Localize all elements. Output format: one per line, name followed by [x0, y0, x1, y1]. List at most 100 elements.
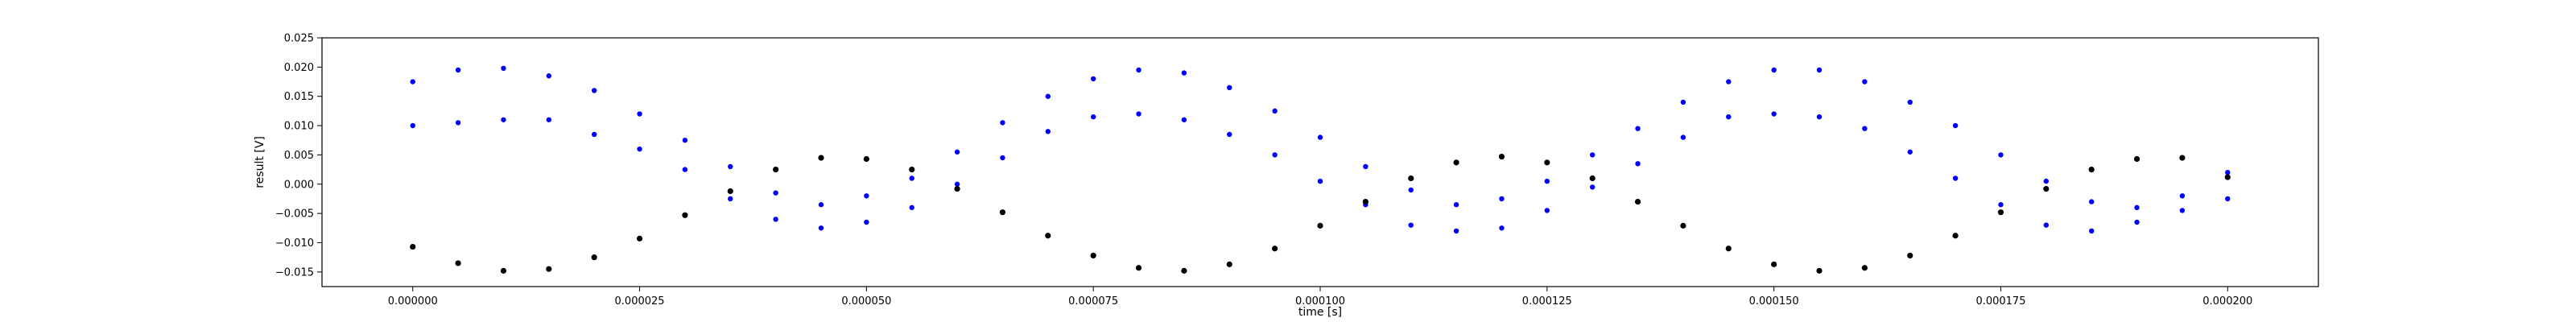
y-tick-label: −0.010 [275, 237, 314, 250]
black-point [2224, 174, 2231, 180]
blue-lower-point [1090, 114, 1096, 120]
blue-upper-point [637, 111, 642, 117]
blue-lower-point [637, 146, 642, 152]
blue-upper-point [1136, 67, 1141, 73]
x-tick-label: 0.000000 [388, 295, 438, 308]
blue-lower-point [1771, 111, 1777, 117]
blue-upper-point [1499, 196, 1505, 202]
blue-upper-point [2134, 204, 2140, 211]
x-tick-label: 0.000050 [841, 295, 891, 308]
blue-lower-point [1227, 131, 1232, 138]
x-tick-label: 0.000025 [615, 295, 665, 308]
x-axis: 0.000000 0.000025 0.000050 0.000075 0.000100… [388, 287, 2252, 308]
black-point [1181, 267, 1187, 274]
blue-lower-point [773, 217, 778, 222]
blue-lower-point [2043, 222, 2050, 228]
black-point [1498, 153, 1505, 160]
series-blue-points [410, 65, 2231, 234]
x-tick-label: 0.000125 [1522, 295, 1572, 308]
blue-upper-point [1998, 152, 2004, 158]
blue-upper-point [2179, 193, 2186, 199]
blue-lower-point [1499, 225, 1505, 231]
blue-upper-point [455, 67, 461, 73]
x-tick-label: 0.000150 [1749, 295, 1799, 308]
series-black-points [410, 153, 2231, 274]
blue-lower-point [818, 225, 824, 231]
x-tick-label: 0.000175 [1975, 295, 2025, 308]
blue-upper-point [591, 88, 597, 93]
blue-upper-point [1680, 99, 1686, 105]
blue-lower-point [1272, 152, 1278, 158]
blue-upper-point [1272, 108, 1278, 114]
black-point [2043, 185, 2050, 192]
blue-upper-point [410, 79, 415, 85]
black-point [954, 185, 960, 192]
blue-upper-point [1408, 187, 1414, 193]
blue-upper-point [2043, 178, 2050, 184]
blue-lower-point [2225, 196, 2231, 202]
black-point [1453, 159, 1459, 166]
black-point [1589, 175, 1596, 182]
black-point [1861, 265, 1868, 271]
black-point [727, 188, 733, 195]
blue-lower-point [1998, 202, 2004, 208]
blue-lower-point [864, 219, 869, 225]
black-point [591, 254, 597, 261]
blue-lower-point [1000, 155, 1005, 161]
y-tick-label: 0.005 [284, 150, 314, 162]
blue-lower-point [1589, 184, 1596, 190]
blue-upper-point [1726, 79, 1732, 85]
y-tick-label: 0.025 [284, 33, 314, 45]
blue-lower-point [1726, 114, 1732, 120]
blue-upper-point [1453, 202, 1459, 208]
black-point [1634, 198, 1641, 205]
blue-lower-point [455, 120, 461, 126]
blue-lower-point [909, 204, 914, 211]
blue-upper-point [1000, 120, 1005, 126]
blue-lower-point [546, 117, 552, 122]
black-point [1997, 209, 2004, 216]
black-point [1317, 222, 1323, 229]
x-axis-label: time [s] [1298, 306, 1342, 319]
blue-lower-point [410, 122, 415, 129]
blue-upper-point [1544, 178, 1550, 184]
black-point [2133, 155, 2140, 163]
blue-lower-point [501, 117, 506, 122]
blue-lower-point [1816, 114, 1823, 120]
blue-upper-point [1589, 152, 1596, 158]
black-point [999, 209, 1006, 216]
blue-lower-point [1045, 129, 1051, 134]
blue-lower-point [1680, 134, 1686, 140]
blue-upper-point [909, 175, 914, 181]
blue-lower-point [954, 181, 960, 187]
black-point [1725, 246, 1732, 252]
blue-upper-point [546, 73, 552, 79]
blue-upper-point [864, 193, 869, 199]
black-point [546, 266, 552, 272]
black-point [1362, 198, 1368, 205]
x-tick-label: 0.000200 [2202, 295, 2252, 308]
black-point [1544, 159, 1550, 166]
black-point [2179, 155, 2186, 161]
blue-lower-point [1862, 126, 1868, 131]
blue-lower-point [1907, 149, 1913, 155]
blue-lower-point [728, 196, 733, 202]
black-point [863, 155, 869, 163]
y-tick-label: −0.015 [275, 266, 314, 279]
black-point [636, 235, 643, 242]
y-axis: −0.015 −0.010 −0.005 0.000 0.005 0.010 0.015 0.… [275, 33, 322, 279]
black-point [1952, 233, 1959, 239]
blue-upper-point [1317, 134, 1323, 140]
x-tick-label: 0.000100 [1295, 295, 1345, 308]
y-tick-label: 0.020 [284, 62, 314, 74]
y-tick-label: 0.000 [284, 179, 314, 191]
black-point [1272, 246, 1278, 252]
y-tick-label: 0.010 [284, 121, 314, 133]
black-point [682, 212, 688, 218]
black-point [1045, 233, 1051, 239]
blue-upper-point [1363, 163, 1368, 170]
black-point [1907, 252, 1913, 259]
black-point [1135, 265, 1142, 271]
blue-upper-point [954, 149, 960, 155]
